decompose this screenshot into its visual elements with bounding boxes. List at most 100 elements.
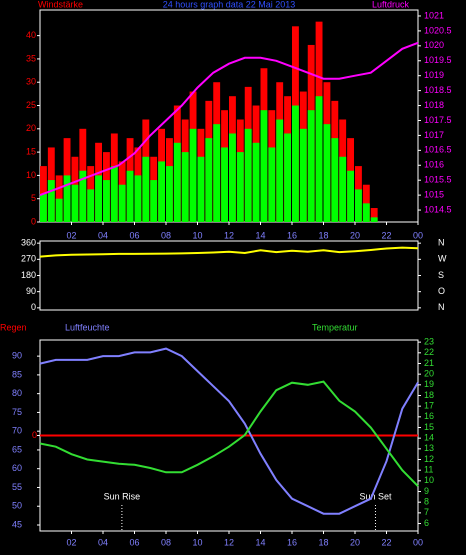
x-tick-label: 12 xyxy=(224,230,234,240)
wind-bar xyxy=(142,156,150,222)
y-tick-label: 50 xyxy=(12,501,22,511)
wind-bar xyxy=(292,105,299,222)
wind-bar xyxy=(55,198,63,222)
wind-bar xyxy=(276,119,284,222)
x-tick-label: 16 xyxy=(287,537,297,547)
wind-bar xyxy=(79,170,87,222)
wind-bar xyxy=(315,96,323,222)
wind-bar xyxy=(252,142,260,222)
x-tick-label: 02 xyxy=(66,230,76,240)
y2-tick-label: 16 xyxy=(424,411,434,421)
x-tick-label: 14 xyxy=(255,230,265,240)
wind-bar xyxy=(71,184,79,222)
wind-bar xyxy=(166,166,173,222)
y2-tick-label: 8 xyxy=(424,497,429,507)
y2-tick-label: 1015.5 xyxy=(424,175,452,185)
y-tick-label: 180 xyxy=(21,270,36,280)
y-tick-label: 85 xyxy=(12,369,22,379)
y2-tick-label: 13 xyxy=(424,443,434,453)
wind-bar xyxy=(284,133,291,222)
y2-tick-label: 10 xyxy=(424,475,434,485)
y-tick-label: 90 xyxy=(12,351,22,361)
x-tick-label: 06 xyxy=(129,230,139,240)
y2-tick-label: 1014.5 xyxy=(424,204,452,214)
wind-bar xyxy=(331,138,339,222)
wind-bar xyxy=(197,156,205,222)
y-tick-label: 65 xyxy=(12,444,22,454)
wind-bar xyxy=(126,170,134,222)
wind-bar xyxy=(110,166,118,222)
y-tick-label: 20 xyxy=(26,123,36,133)
x-tick-label: 14 xyxy=(255,537,265,547)
x-tick-label: 16 xyxy=(287,230,297,240)
y2-tick-label: 21 xyxy=(424,358,434,368)
wind-bar xyxy=(268,147,276,222)
wind-bar xyxy=(158,161,165,222)
x-tick-label: 08 xyxy=(161,230,171,240)
wind-bar xyxy=(236,152,244,222)
wind-bar xyxy=(229,133,236,222)
x-tick-label: 00 xyxy=(413,537,423,547)
y-tick-label: 90 xyxy=(26,286,36,296)
y2-tick-label: 1016 xyxy=(424,160,444,170)
wind-bar xyxy=(323,124,331,222)
y2-tick-label: 7 xyxy=(424,507,429,517)
y2-tick-label: 1021 xyxy=(424,10,444,20)
wind-bar xyxy=(150,180,158,222)
wind-bar xyxy=(118,184,126,222)
series-line xyxy=(39,347,419,515)
x-tick-label: 20 xyxy=(350,537,360,547)
y2-tick-label: 1018 xyxy=(424,100,444,110)
wind-bar xyxy=(189,128,197,222)
y2-tick-label: 17 xyxy=(424,401,434,411)
y2-tick-label: 9 xyxy=(424,486,429,496)
x-tick-label: 20 xyxy=(350,230,360,240)
y-axis-title: Windstärke xyxy=(38,0,83,9)
wind-bar xyxy=(95,175,102,222)
y-tick-label: 35 xyxy=(26,53,36,63)
x-tick-label: 04 xyxy=(98,230,108,240)
y-tick-label: 0 xyxy=(31,216,36,226)
series-line xyxy=(39,246,419,258)
y2-tick-label: 1019.5 xyxy=(424,55,452,65)
wind-bar xyxy=(244,128,252,222)
y2-tick-label: 1019 xyxy=(424,70,444,80)
wind-bar xyxy=(134,175,142,222)
wind-bar xyxy=(339,156,347,222)
y2-tick-label: S xyxy=(438,270,444,280)
y-tick-label: 0 xyxy=(31,302,36,312)
x-tick-label: 18 xyxy=(318,537,328,547)
y2-tick-label: 19 xyxy=(424,379,434,389)
y-tick-label: 0 xyxy=(32,430,37,440)
y2-tick-label: 1016.5 xyxy=(424,145,452,155)
x-tick-label: 22 xyxy=(381,537,391,547)
wind-bar xyxy=(370,208,378,222)
x-tick-label: 08 xyxy=(161,537,171,547)
y-tick-label: 75 xyxy=(12,407,22,417)
wind-bar xyxy=(181,152,189,222)
y2-tick-label: 20 xyxy=(424,369,434,379)
series-line xyxy=(39,41,419,197)
y-tick-label: 70 xyxy=(12,426,22,436)
x-tick-label: 12 xyxy=(224,537,234,547)
wind-bar xyxy=(205,138,213,222)
y-tick-label: 55 xyxy=(12,482,22,492)
wind-bar xyxy=(47,180,55,222)
y2-axis-title: Luftdruck xyxy=(372,0,410,9)
x-tick-label: 10 xyxy=(192,537,202,547)
annotation: Sun Rise xyxy=(104,491,141,501)
y2-tick-label: 1017.5 xyxy=(424,115,452,125)
wind-bar xyxy=(221,147,228,222)
y2-tick-label: 15 xyxy=(424,422,434,432)
y-tick-label: 30 xyxy=(26,77,36,87)
y2-tick-label: 12 xyxy=(424,454,434,464)
y-tick-label: 60 xyxy=(12,463,22,473)
y2-tick-label: O xyxy=(438,286,445,296)
wind-bar xyxy=(347,170,354,222)
y2-tick-label: 11 xyxy=(424,465,433,475)
y2-tick-label: 1018.5 xyxy=(424,85,452,95)
y2-tick-label: W xyxy=(438,254,447,264)
y3-axis-title: Regen xyxy=(0,322,27,332)
y-tick-label: 80 xyxy=(12,388,22,398)
